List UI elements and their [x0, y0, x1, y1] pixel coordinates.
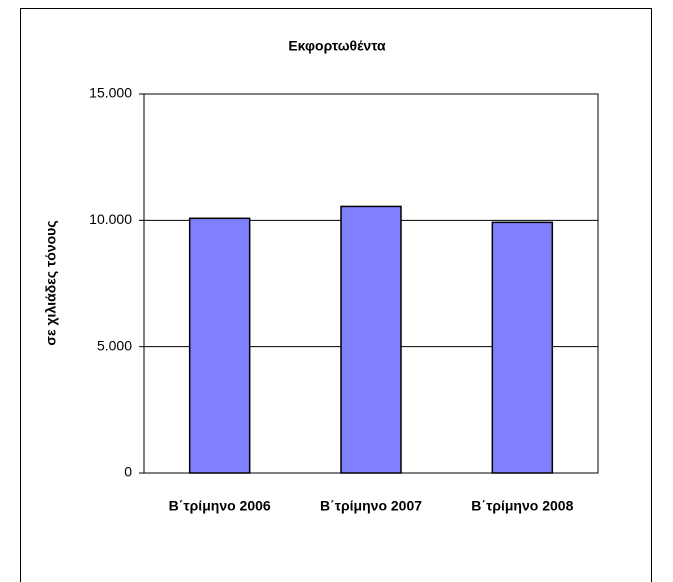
- bar: [491, 221, 554, 474]
- x-tick-label: Β΄τρίμηνο 2006: [169, 498, 271, 514]
- x-tick-label: Β΄τρίμηνο 2007: [320, 498, 422, 514]
- y-axis-label: σε χιλιάδες τόνους: [43, 220, 59, 345]
- y-tick-label: 0: [124, 464, 132, 480]
- bar: [340, 205, 402, 474]
- chart-title: Εκφορτωθέντα: [288, 38, 386, 54]
- y-tick-label: 10.000: [89, 211, 132, 227]
- x-tick-label: Β΄τρίμηνο 2008: [471, 498, 573, 514]
- bar: [188, 217, 251, 474]
- y-tick-label: 15.000: [89, 85, 132, 101]
- y-tick-label: 5.000: [97, 337, 132, 353]
